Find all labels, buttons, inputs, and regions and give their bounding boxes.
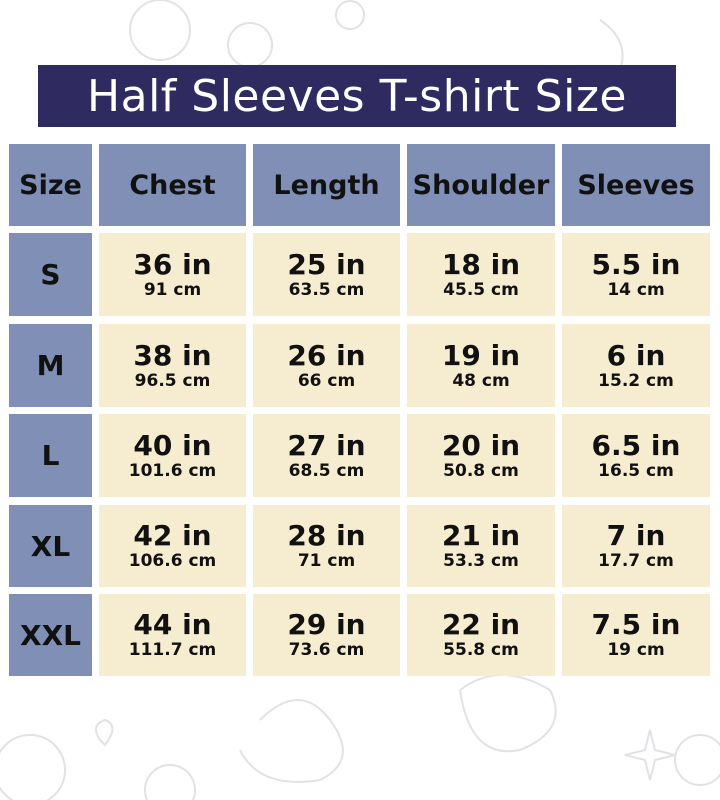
inches-value: 21 in xyxy=(441,519,521,552)
inches-value: 44 in xyxy=(133,608,212,641)
cm-value: 63.5 cm xyxy=(288,279,365,300)
measurement-cell: 7.5 in 19 cm xyxy=(562,594,710,676)
column-header: Chest xyxy=(99,144,246,226)
inches-value: 22 in xyxy=(441,608,521,641)
cm-value: 15.2 cm xyxy=(598,370,674,391)
column-header: Length xyxy=(253,144,400,226)
measurement-cell: 7 in 17.7 cm xyxy=(562,505,710,587)
cm-value: 71 cm xyxy=(297,551,356,571)
measurement-cell: 18 in 45.5 cm xyxy=(407,233,555,316)
inches-value: 27 in xyxy=(287,428,366,462)
measurement-cell: 26 in 66 cm xyxy=(253,324,400,407)
column-header: Shoulder xyxy=(407,144,555,226)
column-header: Size xyxy=(9,144,92,226)
measurement-cell: 36 in 91 cm xyxy=(99,233,246,316)
measurement-cell: 19 in 48 cm xyxy=(407,324,555,407)
cm-value: 68.5 cm xyxy=(288,460,365,481)
measurement-cell: 20 in 50.8 cm xyxy=(407,414,555,497)
measurement-cell: 38 in 96.5 cm xyxy=(99,324,246,407)
size-label: L xyxy=(9,414,92,497)
measurement-cell: 27 in 68.5 cm xyxy=(253,414,400,497)
cm-value: 96.5 cm xyxy=(134,370,211,391)
column-header: Sleeves xyxy=(562,144,710,226)
size-label: XXL xyxy=(9,594,92,676)
cm-value: 45.5 cm xyxy=(443,279,519,300)
cm-value: 50.8 cm xyxy=(443,460,519,481)
cm-value: 19 cm xyxy=(607,640,665,660)
inches-value: 5.5 in xyxy=(591,247,681,281)
inches-value: 6 in xyxy=(606,338,666,372)
measurement-cell: 25 in 63.5 cm xyxy=(253,233,400,316)
size-label: XL xyxy=(9,505,92,587)
size-label: S xyxy=(9,233,92,316)
inches-value: 18 in xyxy=(441,247,521,281)
inches-value: 26 in xyxy=(287,338,366,372)
measurement-cell: 42 in 106.6 cm xyxy=(99,505,246,587)
cm-value: 55.8 cm xyxy=(443,640,519,660)
cm-value: 53.3 cm xyxy=(443,551,519,571)
page-title: Half Sleeves T-shirt Size xyxy=(38,65,676,127)
inches-value: 7 in xyxy=(606,519,666,552)
measurement-cell: 29 in 73.6 cm xyxy=(253,594,400,676)
cm-value: 66 cm xyxy=(297,370,356,391)
measurement-cell: 6.5 in 16.5 cm xyxy=(562,414,710,497)
measurement-cell: 22 in 55.8 cm xyxy=(407,594,555,676)
inches-value: 20 in xyxy=(441,428,521,462)
cm-value: 48 cm xyxy=(452,370,510,391)
inches-value: 25 in xyxy=(287,247,366,281)
cm-value: 17.7 cm xyxy=(598,551,674,571)
cm-value: 91 cm xyxy=(143,279,202,300)
cm-value: 101.6 cm xyxy=(128,460,217,481)
size-label: M xyxy=(9,324,92,407)
inches-value: 6.5 in xyxy=(591,428,681,462)
inches-value: 36 in xyxy=(133,247,212,281)
measurement-cell: 21 in 53.3 cm xyxy=(407,505,555,587)
inches-value: 29 in xyxy=(287,608,366,641)
measurement-cell: 44 in 111.7 cm xyxy=(99,594,246,676)
cm-value: 16.5 cm xyxy=(598,460,674,481)
inches-value: 40 in xyxy=(133,428,212,462)
measurement-cell: 28 in 71 cm xyxy=(253,505,400,587)
inches-value: 7.5 in xyxy=(591,608,681,641)
cm-value: 14 cm xyxy=(607,279,665,300)
inches-value: 38 in xyxy=(133,338,212,372)
cm-value: 73.6 cm xyxy=(288,640,365,660)
inches-value: 28 in xyxy=(287,519,366,552)
measurement-cell: 6 in 15.2 cm xyxy=(562,324,710,407)
measurement-cell: 40 in 101.6 cm xyxy=(99,414,246,497)
cm-value: 106.6 cm xyxy=(128,551,217,571)
measurement-cell: 5.5 in 14 cm xyxy=(562,233,710,316)
cm-value: 111.7 cm xyxy=(128,640,217,660)
inches-value: 19 in xyxy=(441,338,521,372)
inches-value: 42 in xyxy=(133,519,212,552)
